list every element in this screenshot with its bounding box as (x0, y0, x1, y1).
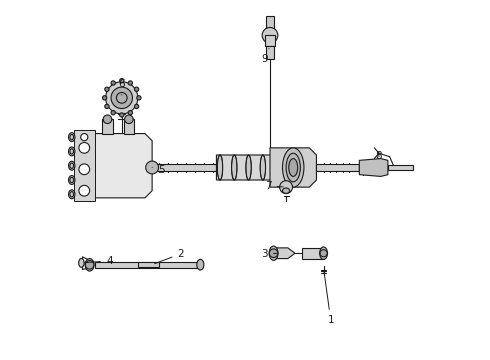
Text: 8: 8 (376, 150, 382, 161)
Ellipse shape (260, 155, 266, 180)
Polygon shape (388, 165, 413, 170)
Circle shape (102, 96, 107, 100)
Circle shape (270, 249, 278, 257)
Text: 9: 9 (261, 49, 269, 64)
Circle shape (137, 96, 141, 100)
Polygon shape (217, 155, 317, 180)
Circle shape (103, 115, 112, 123)
Ellipse shape (69, 147, 75, 156)
Polygon shape (270, 148, 317, 187)
Ellipse shape (69, 176, 75, 184)
Ellipse shape (79, 258, 84, 267)
Text: 2: 2 (155, 249, 184, 264)
Text: 6: 6 (119, 79, 125, 95)
Ellipse shape (85, 258, 94, 271)
Circle shape (134, 104, 139, 109)
Ellipse shape (197, 259, 204, 270)
Ellipse shape (289, 158, 298, 176)
Ellipse shape (289, 155, 294, 180)
Circle shape (111, 111, 115, 115)
Circle shape (262, 27, 278, 43)
Circle shape (128, 81, 132, 85)
Text: 4: 4 (84, 256, 113, 266)
Polygon shape (265, 35, 275, 46)
Circle shape (81, 134, 88, 141)
Circle shape (128, 111, 132, 115)
Ellipse shape (232, 155, 237, 180)
Circle shape (120, 78, 124, 83)
Circle shape (146, 161, 159, 174)
Polygon shape (273, 248, 295, 258)
Circle shape (106, 82, 138, 114)
Circle shape (111, 87, 132, 109)
Bar (138, 262, 159, 267)
Ellipse shape (283, 148, 304, 187)
Polygon shape (74, 130, 95, 202)
Ellipse shape (274, 155, 280, 180)
Bar (123, 119, 134, 134)
Circle shape (105, 104, 109, 109)
Ellipse shape (283, 188, 290, 193)
Ellipse shape (218, 155, 222, 180)
Text: 1: 1 (324, 271, 334, 325)
Circle shape (124, 115, 133, 123)
Bar (102, 119, 113, 134)
Polygon shape (266, 46, 274, 59)
Circle shape (79, 143, 90, 153)
Polygon shape (95, 134, 152, 198)
Ellipse shape (286, 153, 300, 182)
Circle shape (134, 87, 139, 91)
Polygon shape (95, 262, 202, 267)
Text: 5: 5 (152, 165, 164, 175)
Ellipse shape (69, 133, 75, 141)
Polygon shape (302, 248, 323, 258)
Text: 7: 7 (265, 181, 283, 191)
Circle shape (85, 261, 94, 269)
Circle shape (111, 81, 115, 85)
Text: 3: 3 (261, 249, 277, 259)
Polygon shape (152, 164, 252, 171)
Circle shape (320, 249, 327, 257)
Ellipse shape (319, 247, 327, 260)
Circle shape (238, 160, 252, 175)
Circle shape (280, 181, 293, 194)
Circle shape (105, 87, 109, 91)
Ellipse shape (269, 246, 278, 260)
Circle shape (79, 164, 90, 175)
Polygon shape (267, 16, 273, 30)
Polygon shape (359, 158, 388, 176)
Circle shape (79, 185, 90, 196)
Circle shape (120, 113, 124, 117)
Polygon shape (317, 164, 359, 171)
Ellipse shape (69, 161, 75, 170)
Ellipse shape (69, 190, 75, 199)
Ellipse shape (246, 155, 251, 180)
